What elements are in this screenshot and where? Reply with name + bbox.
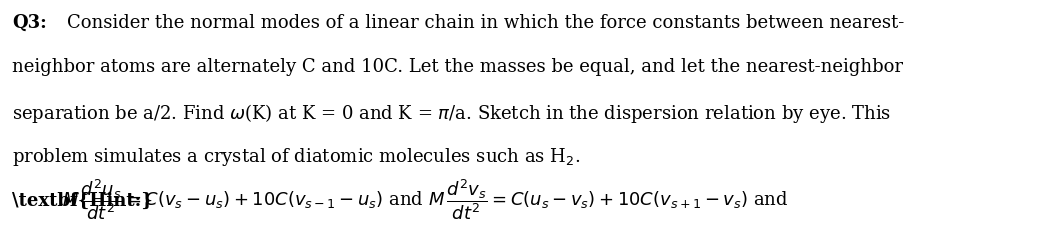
Text: separation be a/2. Find $\omega$(K) at K = 0 and K = $\pi$/a. Sketch in the disp: separation be a/2. Find $\omega$(K) at K…: [12, 102, 891, 125]
Text: problem simulates a crystal of diatomic molecules such as H$_2$.: problem simulates a crystal of diatomic …: [12, 146, 581, 168]
Text: neighbor atoms are alternately C and 10C. Let the masses be equal, and let the n: neighbor atoms are alternately C and 10C…: [12, 58, 904, 76]
Text: Consider the normal modes of a linear chain in which the force constants between: Consider the normal modes of a linear ch…: [67, 14, 904, 32]
Text: $M\,\dfrac{d^2u_s}{dt^2} = C(v_s - u_s) + 10C(v_{s-1} - u_s)$ and $M\,\dfrac{d^2: $M\,\dfrac{d^2u_s}{dt^2} = C(v_s - u_s) …: [62, 177, 789, 222]
Text: \textbf{Hint:}: \textbf{Hint:}: [12, 192, 153, 210]
Text: Q3:: Q3:: [12, 14, 47, 32]
